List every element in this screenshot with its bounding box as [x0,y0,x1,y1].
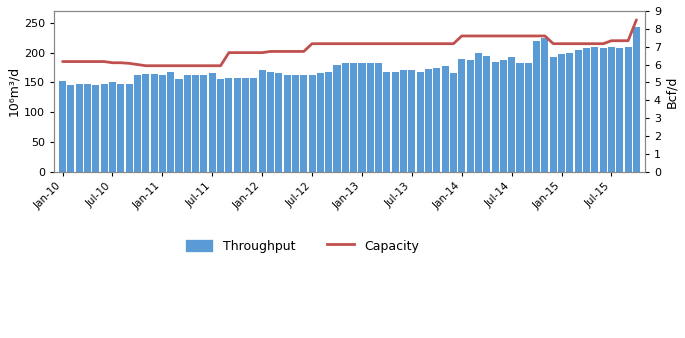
Bar [458,58,465,172]
Bar [516,63,523,172]
Bar [75,83,83,172]
Bar [525,63,532,172]
Bar [416,72,424,172]
Bar [259,71,266,172]
Bar [541,38,549,172]
Bar [125,83,133,172]
Bar [475,53,482,172]
Bar [434,68,440,172]
Bar [184,75,191,172]
Bar [392,72,399,172]
Bar [492,62,499,172]
Bar [234,78,240,172]
Bar [616,48,623,172]
Bar [109,82,116,172]
Bar [275,73,282,172]
Bar [325,72,332,172]
Bar [92,86,99,172]
Bar [175,79,182,172]
Bar [317,73,324,172]
Bar [242,78,249,172]
Bar [450,73,457,172]
Bar [508,57,515,172]
Bar [583,48,590,172]
Bar [342,63,349,172]
Y-axis label: 10⁶m³/d: 10⁶m³/d [7,66,20,116]
Bar [217,79,224,172]
Bar [442,66,449,172]
Bar [59,81,66,172]
Bar [466,60,473,172]
Bar [608,47,615,172]
Bar [350,63,357,172]
Bar [599,48,607,172]
Bar [192,75,199,172]
Bar [483,56,490,172]
Bar [134,75,141,172]
Bar [625,47,632,172]
Bar [225,78,232,172]
Bar [366,63,374,172]
Bar [550,57,557,172]
Bar [209,73,216,172]
Bar [167,72,174,172]
Bar [400,71,407,172]
Bar [591,47,599,172]
Bar [84,83,91,172]
Bar [300,75,308,172]
Bar [408,71,415,172]
Bar [117,83,125,172]
Y-axis label: Bcf/d: Bcf/d [665,75,678,107]
Bar [292,75,299,172]
Legend: Throughput, Capacity: Throughput, Capacity [186,239,419,253]
Bar [201,75,208,172]
Bar [358,63,366,172]
Bar [566,53,573,172]
Bar [267,72,274,172]
Bar [558,54,565,172]
Bar [159,75,166,172]
Bar [142,74,149,172]
Bar [250,78,258,172]
Bar [500,60,507,172]
Bar [533,41,540,172]
Bar [151,74,158,172]
Bar [633,27,640,172]
Bar [284,75,290,172]
Bar [101,83,108,172]
Bar [575,50,582,172]
Bar [425,69,432,172]
Bar [308,75,316,172]
Bar [384,72,390,172]
Bar [67,86,75,172]
Bar [334,65,340,172]
Bar [375,63,382,172]
